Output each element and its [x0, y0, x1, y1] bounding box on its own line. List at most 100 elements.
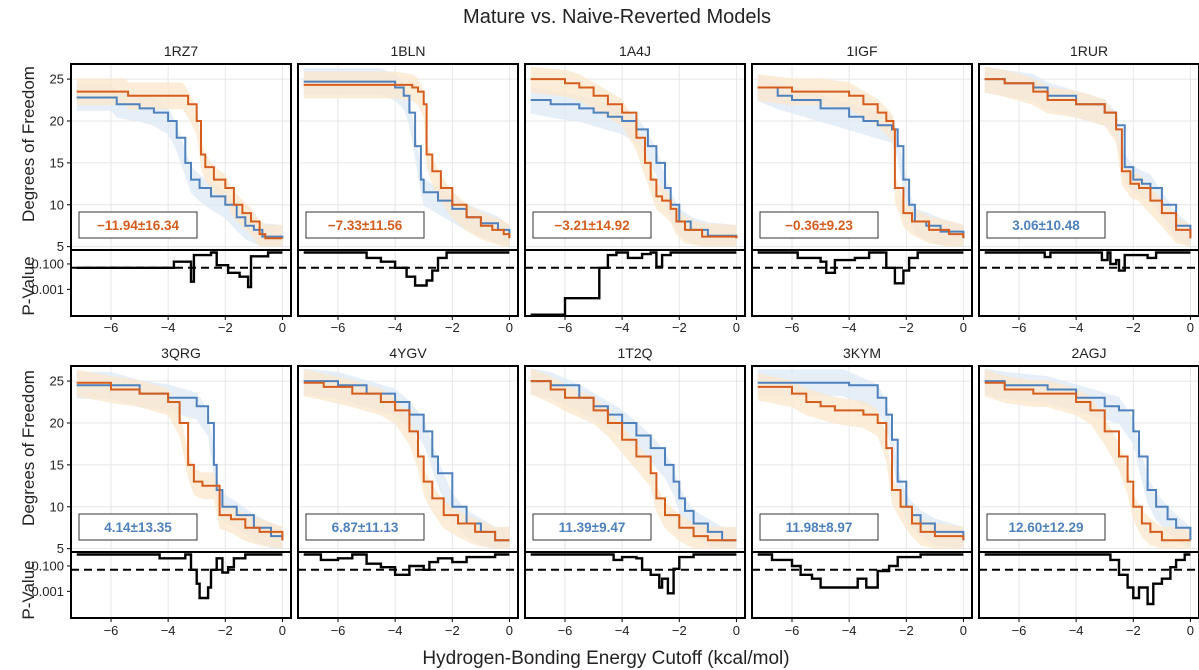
y-axis-label-dof-row2: Degrees of Freedom — [19, 370, 38, 526]
naive-line — [984, 78, 1192, 239]
panel-title: 1IGF — [846, 43, 877, 59]
p-tick-label: 0.100 — [31, 256, 64, 271]
mature-band — [303, 71, 510, 247]
naive-line — [76, 96, 284, 239]
annotation-box — [305, 211, 425, 239]
panel-title: 2AGJ — [1071, 345, 1106, 361]
y-tick-label: 15 — [50, 155, 64, 170]
panel-3qrg: 3QRG 4.14±13.35 −6 −4 −2 0 25 20 15 10 5 0.100 0.001 — [31, 345, 292, 638]
mature-line — [530, 380, 737, 542]
mature-line — [984, 381, 1191, 542]
panel-title: 1BLN — [390, 43, 425, 59]
x-tick-label: −2 — [899, 623, 914, 638]
panel-title: 1T2Q — [617, 345, 652, 361]
pvalue-line — [303, 251, 510, 287]
x-tick-label: −4 — [1069, 320, 1084, 335]
pvalue-panel-frame — [978, 249, 1199, 317]
annotation-box — [305, 513, 425, 541]
mature-line — [984, 78, 1192, 239]
x-tick-label: −4 — [161, 320, 176, 335]
x-tick-label: −2 — [1126, 320, 1141, 335]
naive-line — [530, 99, 738, 239]
x-tick-label: 0 — [1187, 623, 1194, 638]
panel-1rur: 1RUR 3.06±10.48 −6 −4 −2 0 — [978, 43, 1199, 335]
pvalue-panel-frame — [70, 249, 292, 317]
y-tick-label: 5 — [57, 541, 64, 556]
pvalue-panel-frame — [70, 551, 292, 619]
annotation-box — [759, 513, 879, 541]
mature-line — [76, 381, 284, 541]
annotation-box — [759, 211, 879, 239]
x-tick-label: 0 — [279, 320, 286, 335]
x-tick-label: −2 — [218, 623, 233, 638]
x-tick-label: 0 — [960, 623, 967, 638]
p-tick-label: 0.100 — [31, 558, 64, 573]
x-tick-label: 0 — [733, 320, 740, 335]
naive-line — [303, 380, 510, 542]
pvalue-line — [530, 251, 737, 316]
panel-title: 1A4J — [619, 43, 651, 59]
x-tick-label: −2 — [1126, 623, 1141, 638]
annotation-value: −3.21±14.92 — [554, 218, 629, 233]
annotation-value: −7.33±11.56 — [328, 218, 403, 233]
x-tick-label: 0 — [960, 320, 967, 335]
y-tick-label: 20 — [50, 113, 64, 128]
naive-line — [984, 380, 1192, 541]
naive-band — [76, 371, 283, 549]
x-tick-label: 0 — [506, 623, 513, 638]
mature-band — [76, 369, 283, 549]
x-tick-label: −4 — [842, 320, 857, 335]
x-tick-label: −4 — [615, 623, 630, 638]
naive-line — [757, 381, 965, 541]
pvalue-panel-frame — [297, 249, 519, 317]
panel-title: 4YGV — [389, 345, 427, 361]
annotation-box — [986, 513, 1106, 541]
mature-line — [530, 78, 738, 239]
y-tick-label: 25 — [50, 374, 64, 389]
mature-line — [303, 83, 511, 239]
naive-band — [757, 369, 964, 549]
mature-line — [757, 385, 965, 541]
x-tick-label: −4 — [1069, 623, 1084, 638]
pvalue-line — [530, 553, 737, 595]
pvalue-panel-frame — [297, 551, 519, 619]
annotation-box — [78, 211, 198, 239]
pvalue-line — [984, 553, 1191, 606]
annotation-box — [78, 513, 198, 541]
naive-band — [757, 74, 964, 247]
y-tick-label: 10 — [50, 197, 64, 212]
y-axis-label-pvalue-row2: P-Value — [19, 560, 38, 619]
x-tick-label: −6 — [1012, 623, 1027, 638]
x-tick-label: −4 — [388, 623, 403, 638]
annotation-value: −11.94±16.34 — [97, 218, 180, 233]
x-tick-label: −2 — [899, 320, 914, 335]
panel-title: 1RZ7 — [164, 43, 198, 59]
pvalue-panel-frame — [524, 551, 746, 619]
x-tick-label: −6 — [785, 320, 800, 335]
x-tick-label: −6 — [104, 623, 119, 638]
panel-1rz7: 1RZ7 −11.94±16.34 −6 −4 −2 0 25 20 15 10 5 0.100 0.0… — [31, 43, 292, 335]
x-tick-label: −4 — [615, 320, 630, 335]
annotation-value: −0.36±9.23 — [785, 218, 853, 233]
annotation-value: 3.06±10.48 — [1012, 218, 1080, 233]
y-axis-label-pvalue-row1: P-Value — [19, 256, 38, 315]
panel-title: 3KYM — [843, 345, 881, 361]
x-tick-label: 0 — [733, 623, 740, 638]
x-tick-label: −4 — [161, 623, 176, 638]
x-tick-label: −6 — [104, 320, 119, 335]
x-tick-label: 0 — [1187, 320, 1194, 335]
y-tick-label: 20 — [50, 415, 64, 430]
x-tick-label: −6 — [558, 320, 573, 335]
panel-2agj: 2AGJ 12.60±12.29 −6 −4 −2 0 — [978, 345, 1199, 638]
pvalue-line — [757, 553, 964, 589]
pvalue-panel-frame — [524, 249, 746, 317]
annotation-value: 11.98±8.97 — [786, 520, 853, 535]
panel-title: 1RUR — [1070, 43, 1108, 59]
p-tick-label: 0.001 — [31, 584, 64, 599]
panel-1igf: 1IGF −0.36±9.23 −6 −4 −2 0 — [751, 43, 973, 335]
x-tick-label: 0 — [506, 320, 513, 335]
panel-title: 3QRG — [161, 345, 201, 361]
mature-line — [76, 90, 283, 240]
panel-4ygv: 4YGV 6.87±11.13 −6 −4 −2 0 — [297, 345, 519, 638]
pvalue-line — [76, 251, 283, 289]
